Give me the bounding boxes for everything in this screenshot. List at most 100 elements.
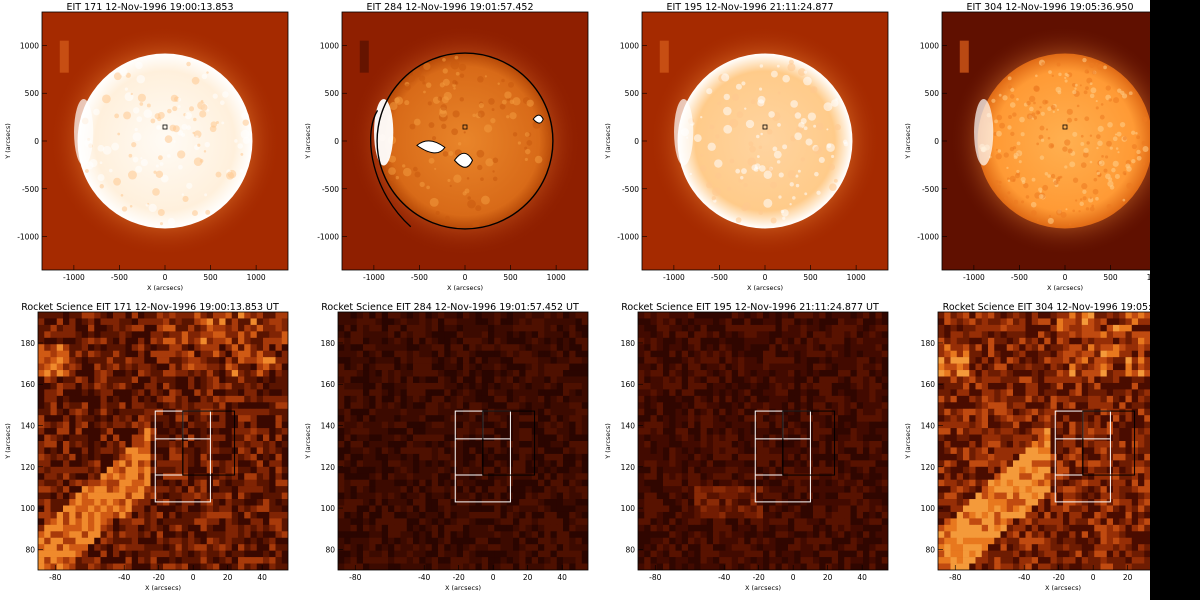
- active-region: [974, 99, 994, 166]
- panel-title: Rocket Science EIT 284 12-Nov-1996 19:01…: [321, 302, 579, 313]
- panel-title: Rocket Science EIT 171 12-Nov-1996 19:00…: [21, 302, 279, 313]
- plot-frame: [637, 311, 889, 571]
- y-axis-label: Y (arcsecs): [904, 423, 912, 460]
- y-tick-label: -1000: [917, 233, 939, 242]
- solar-image: [942, 12, 1188, 270]
- x-tick-label: 40: [857, 573, 867, 582]
- x-axis-label: X (arcsecs): [447, 284, 483, 292]
- solar-disk: [77, 53, 253, 229]
- x-tick-label: 20: [223, 573, 233, 582]
- disk-texture: [378, 55, 549, 228]
- panel-title: Rocket Science EIT 304 12-Nov-1996 19:05…: [942, 302, 1158, 313]
- x-tick-label: -40: [118, 573, 130, 582]
- y-axis-label: Y (arcsecs): [4, 423, 12, 460]
- y-tick-label: 500: [925, 89, 940, 98]
- y-tick-label: 140: [321, 422, 336, 431]
- y-tick-label: 140: [21, 422, 36, 431]
- overlay-boxes: [1054, 410, 1136, 503]
- zoom-plot: -80 -40 -20 0 20 40 80 100 120 140 160 180 X (arcsec…: [4, 311, 289, 592]
- full-disk-panel-284: EIT 284 12-Nov-1996 19:01:57.452 -1000 -5…: [300, 0, 600, 300]
- y-tick-label: 100: [21, 504, 36, 513]
- y-tick-label: 80: [325, 545, 335, 554]
- y-tick-label: 180: [621, 339, 636, 348]
- y-tick-label: -500: [622, 185, 639, 194]
- y-tick-label: 180: [921, 339, 936, 348]
- x-tick-label: 500: [503, 273, 518, 282]
- y-tick-label: 160: [921, 380, 936, 389]
- overlay-boxes: [154, 410, 236, 503]
- overlay-boxes: [454, 410, 536, 503]
- x-tick-label: -500: [711, 273, 728, 282]
- solar-image: [42, 12, 288, 270]
- y-tick-label: 180: [21, 339, 36, 348]
- y-tick-label: 1000: [920, 41, 939, 50]
- x-tick-label: 1000: [547, 273, 566, 282]
- zoom-image: [938, 312, 1188, 570]
- panel-title: Rocket Science EIT 195 12-Nov-1996 21:11…: [621, 302, 879, 313]
- x-axis-label: X (arcsecs): [147, 284, 183, 292]
- active-region: [74, 99, 94, 166]
- y-tick-label: 0: [634, 137, 639, 146]
- y-tick-label: 80: [625, 545, 635, 554]
- y-tick-label: 1000: [620, 41, 639, 50]
- x-tick-label: -80: [949, 573, 961, 582]
- y-tick-label: 1000: [20, 41, 39, 50]
- x-tick-label: 40: [257, 573, 267, 582]
- x-tick-label: -20: [753, 573, 765, 582]
- active-region: [674, 99, 694, 166]
- y-tick-label: 0: [934, 137, 939, 146]
- y-tick-label: 100: [921, 504, 936, 513]
- pixel-field: [338, 312, 588, 570]
- plot-frame: [337, 311, 589, 571]
- y-tick-label: -1000: [17, 233, 39, 242]
- y-axis-label: Y (arcsecs): [304, 123, 312, 160]
- zoom-image: [638, 312, 888, 570]
- x-tick-label: 0: [163, 273, 168, 282]
- contour-east: [370, 110, 412, 228]
- overlay-boxes: [754, 410, 836, 503]
- y-tick-label: 120: [21, 463, 36, 472]
- x-tick-label: 500: [1103, 273, 1118, 282]
- pixel-field: [638, 312, 888, 570]
- panel-title: EIT 284 12-Nov-1996 19:01:57.452: [366, 2, 534, 13]
- y-tick-label: 500: [325, 89, 340, 98]
- x-tick-label: -80: [49, 573, 61, 582]
- zoom-panel-304: Rocket Science EIT 304 12-Nov-1996 19:05…: [900, 300, 1200, 600]
- x-tick-label: -20: [1053, 573, 1065, 582]
- zoom-plot: -80 -40 -20 0 20 40 80 100 120 140 160 180 X (arcsec…: [304, 311, 589, 592]
- pixel-field: [38, 312, 288, 570]
- y-tick-label: 100: [321, 504, 336, 513]
- field-of-view-box: [1062, 124, 1068, 130]
- x-tick-label: -1000: [363, 273, 385, 282]
- x-axis-label: X (arcsecs): [1047, 284, 1083, 292]
- x-tick-label: 20: [823, 573, 833, 582]
- y-tick-label: -1000: [317, 233, 339, 242]
- x-axis-label: X (arcsecs): [445, 584, 481, 592]
- panel-title: EIT 195 12-Nov-1996 21:11:24.877: [666, 2, 834, 13]
- black-edge-strip: [1150, 0, 1200, 600]
- x-tick-label: 0: [1063, 273, 1068, 282]
- x-tick-label: -1000: [63, 273, 85, 282]
- y-axis-label: Y (arcsecs): [304, 423, 312, 460]
- x-tick-label: 0: [463, 273, 468, 282]
- y-tick-label: 0: [334, 137, 339, 146]
- x-tick-label: -1000: [963, 273, 985, 282]
- y-tick-label: 500: [625, 89, 640, 98]
- x-tick-label: 20: [523, 573, 533, 582]
- panel-title: EIT 304 12-Nov-1996 19:05:36.950: [966, 2, 1134, 13]
- disk-texture: [680, 59, 849, 224]
- x-tick-label: -1000: [663, 273, 685, 282]
- zoom-image: [38, 312, 288, 570]
- x-tick-label: 1000: [847, 273, 866, 282]
- x-tick-label: 500: [803, 273, 818, 282]
- field-of-view-box: [762, 124, 768, 130]
- x-axis-label: X (arcsecs): [745, 584, 781, 592]
- field-of-view-box: [162, 124, 168, 130]
- x-tick-label: 0: [191, 573, 196, 582]
- x-axis-label: X (arcsecs): [145, 584, 181, 592]
- y-tick-label: -500: [322, 185, 339, 194]
- y-tick-label: 120: [321, 463, 336, 472]
- contour-limb: [376, 52, 554, 230]
